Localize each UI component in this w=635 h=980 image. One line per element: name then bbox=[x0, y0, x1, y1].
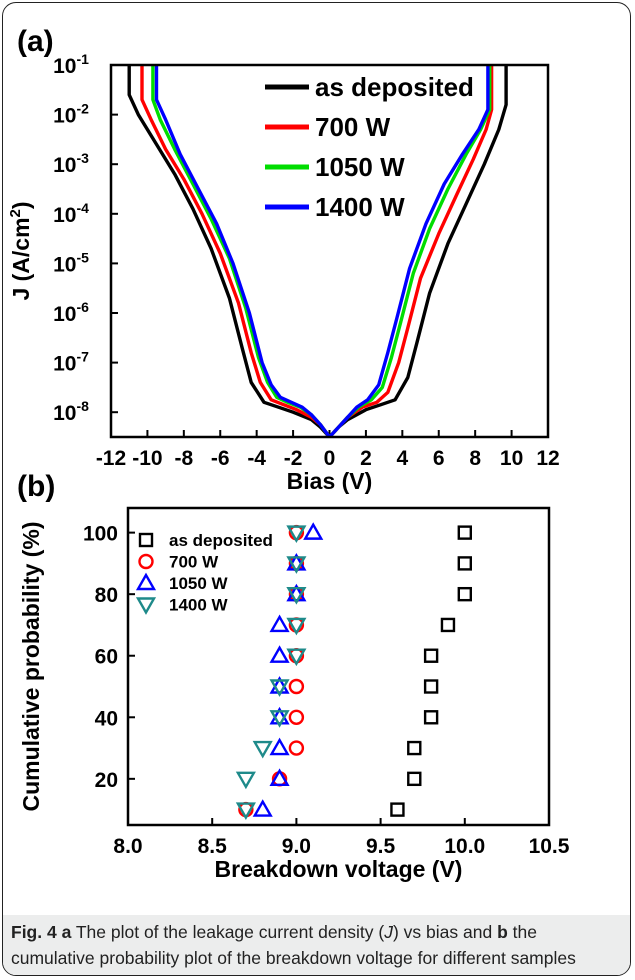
b-point-series-3 bbox=[286, 617, 307, 636]
b-point-series-2 bbox=[269, 645, 290, 663]
b-ytick-label: 60 bbox=[95, 646, 118, 669]
b-point-series-0 bbox=[457, 556, 472, 571]
b-point-series-0 bbox=[407, 740, 422, 756]
b-point-series-3 bbox=[286, 648, 307, 667]
b-point-series-0 bbox=[457, 525, 472, 540]
b-point-series-2 bbox=[269, 737, 290, 756]
b-point-series-1 bbox=[288, 740, 305, 756]
b-ytick-label: 20 bbox=[95, 769, 118, 792]
b-point-series-3 bbox=[286, 556, 307, 574]
b-point-series-2 bbox=[269, 768, 290, 787]
b-legend-label-2: 1050 W bbox=[169, 574, 229, 593]
a-ytick-label: 10-6 bbox=[53, 299, 89, 326]
b-point-series-3 bbox=[235, 771, 256, 790]
a-xtick-label: 8 bbox=[469, 447, 481, 470]
a-xtick-label: 6 bbox=[433, 447, 445, 470]
a-xtick-label: -6 bbox=[211, 447, 230, 470]
a-legend-label-3: 1400 W bbox=[315, 192, 405, 222]
b-xtick-label: 8.0 bbox=[113, 835, 142, 858]
figure-caption: Fig. 4 a The plot of the leakage current… bbox=[3, 915, 630, 975]
b-point-series-2 bbox=[269, 614, 290, 633]
b-point-series-0 bbox=[423, 679, 439, 694]
panel-a-label: (a) bbox=[17, 25, 54, 58]
b-legend-label-0: as deposited bbox=[169, 531, 273, 550]
a-ytick-label: 10-5 bbox=[53, 249, 89, 276]
b-legend-label-1: 700 W bbox=[169, 553, 219, 572]
caption-part-a: a bbox=[61, 922, 72, 942]
b-point-series-1 bbox=[288, 709, 305, 725]
a-plot-frame bbox=[109, 63, 550, 439]
b-ytick-label: 100 bbox=[83, 523, 118, 546]
a-x-axis-title: Bias (V) bbox=[287, 468, 373, 494]
b-legend-marker-1 bbox=[138, 553, 154, 570]
a-xtick-label: -2 bbox=[284, 447, 303, 470]
b-xtick-label: 10.5 bbox=[529, 835, 570, 858]
caption-fig-label: Fig. 4 bbox=[11, 922, 57, 942]
b-point-series-1 bbox=[288, 678, 305, 695]
b-point-series-3 bbox=[286, 586, 307, 605]
b-point-series-2 bbox=[252, 799, 273, 817]
b-xtick-label: 9.5 bbox=[366, 835, 396, 858]
b-legend-marker-2 bbox=[135, 572, 157, 591]
b-xtick-label: 9.0 bbox=[282, 835, 311, 858]
b-legend-marker-3 bbox=[135, 597, 157, 615]
caption-text-3: the cumulative probability plot of the b… bbox=[11, 922, 576, 968]
b-point-series-2 bbox=[303, 522, 324, 540]
a-xtick-label: -8 bbox=[174, 447, 193, 470]
b-point-series-0 bbox=[390, 802, 405, 817]
a-xtick-label: 0 bbox=[324, 447, 336, 470]
a-xtick-label: -4 bbox=[247, 447, 266, 470]
b-ytick-label: 40 bbox=[95, 707, 118, 730]
b-xtick-label: 10.0 bbox=[444, 835, 485, 858]
panel-b-label: (b) bbox=[17, 470, 55, 503]
b-legend-marker-0 bbox=[138, 532, 154, 548]
b-point-series-3 bbox=[286, 525, 307, 544]
a-series-line-3 bbox=[154, 65, 490, 437]
b-point-series-0 bbox=[457, 586, 472, 602]
b-plot-frame bbox=[126, 506, 551, 827]
a-ytick-label: 10-1 bbox=[53, 51, 89, 78]
b-ytick-label: 80 bbox=[95, 584, 118, 607]
caption-text-2: ) vs bias and bbox=[392, 922, 498, 942]
b-x-axis-title: Breakdown voltage (V) bbox=[215, 856, 463, 882]
caption-text-1: The plot of the leakage current density … bbox=[71, 922, 385, 942]
a-ytick-label: 10-4 bbox=[53, 200, 89, 227]
a-y-axis-title: J (A/cm2) bbox=[7, 201, 34, 300]
b-point-series-3 bbox=[269, 710, 290, 728]
b-point-series-0 bbox=[423, 648, 439, 663]
a-xtick-label: 2 bbox=[360, 447, 372, 470]
caption-symbol-j: J bbox=[384, 922, 393, 942]
a-legend-label-1: 700 W bbox=[315, 112, 391, 142]
b-point-series-3 bbox=[252, 740, 273, 759]
a-xtick-label: 10 bbox=[500, 447, 523, 470]
b-point-series-3 bbox=[269, 679, 290, 697]
a-ytick-label: 10-7 bbox=[53, 349, 89, 376]
b-legend-label-3: 1400 W bbox=[169, 596, 229, 615]
a-legend-label-2: 1050 W bbox=[315, 152, 405, 182]
b-y-axis-title: Cumulative probability (%) bbox=[18, 521, 44, 811]
caption-part-b: b bbox=[497, 922, 508, 942]
a-ytick-label: 10-2 bbox=[53, 101, 89, 128]
b-xtick-label: 8.5 bbox=[198, 835, 228, 858]
a-xtick-label: -12 bbox=[96, 447, 126, 470]
a-xtick-label: 12 bbox=[536, 447, 559, 470]
b-point-series-0 bbox=[407, 771, 422, 787]
a-xtick-label: -10 bbox=[132, 447, 162, 470]
b-point-series-3 bbox=[235, 802, 256, 821]
a-ytick-label: 10-3 bbox=[53, 150, 89, 177]
b-point-series-0 bbox=[423, 710, 439, 725]
a-ytick-label: 10-8 bbox=[53, 398, 89, 425]
a-legend-label-0: as deposited bbox=[315, 72, 474, 102]
figure-svg: (a) -12 -10 -8 -6 -4 -2 0 2 4 6 8 10 12 10-8 10-7 10-6 10… bbox=[7, 25, 570, 882]
b-point-series-0 bbox=[440, 617, 456, 633]
a-xtick-label: 4 bbox=[396, 447, 408, 470]
